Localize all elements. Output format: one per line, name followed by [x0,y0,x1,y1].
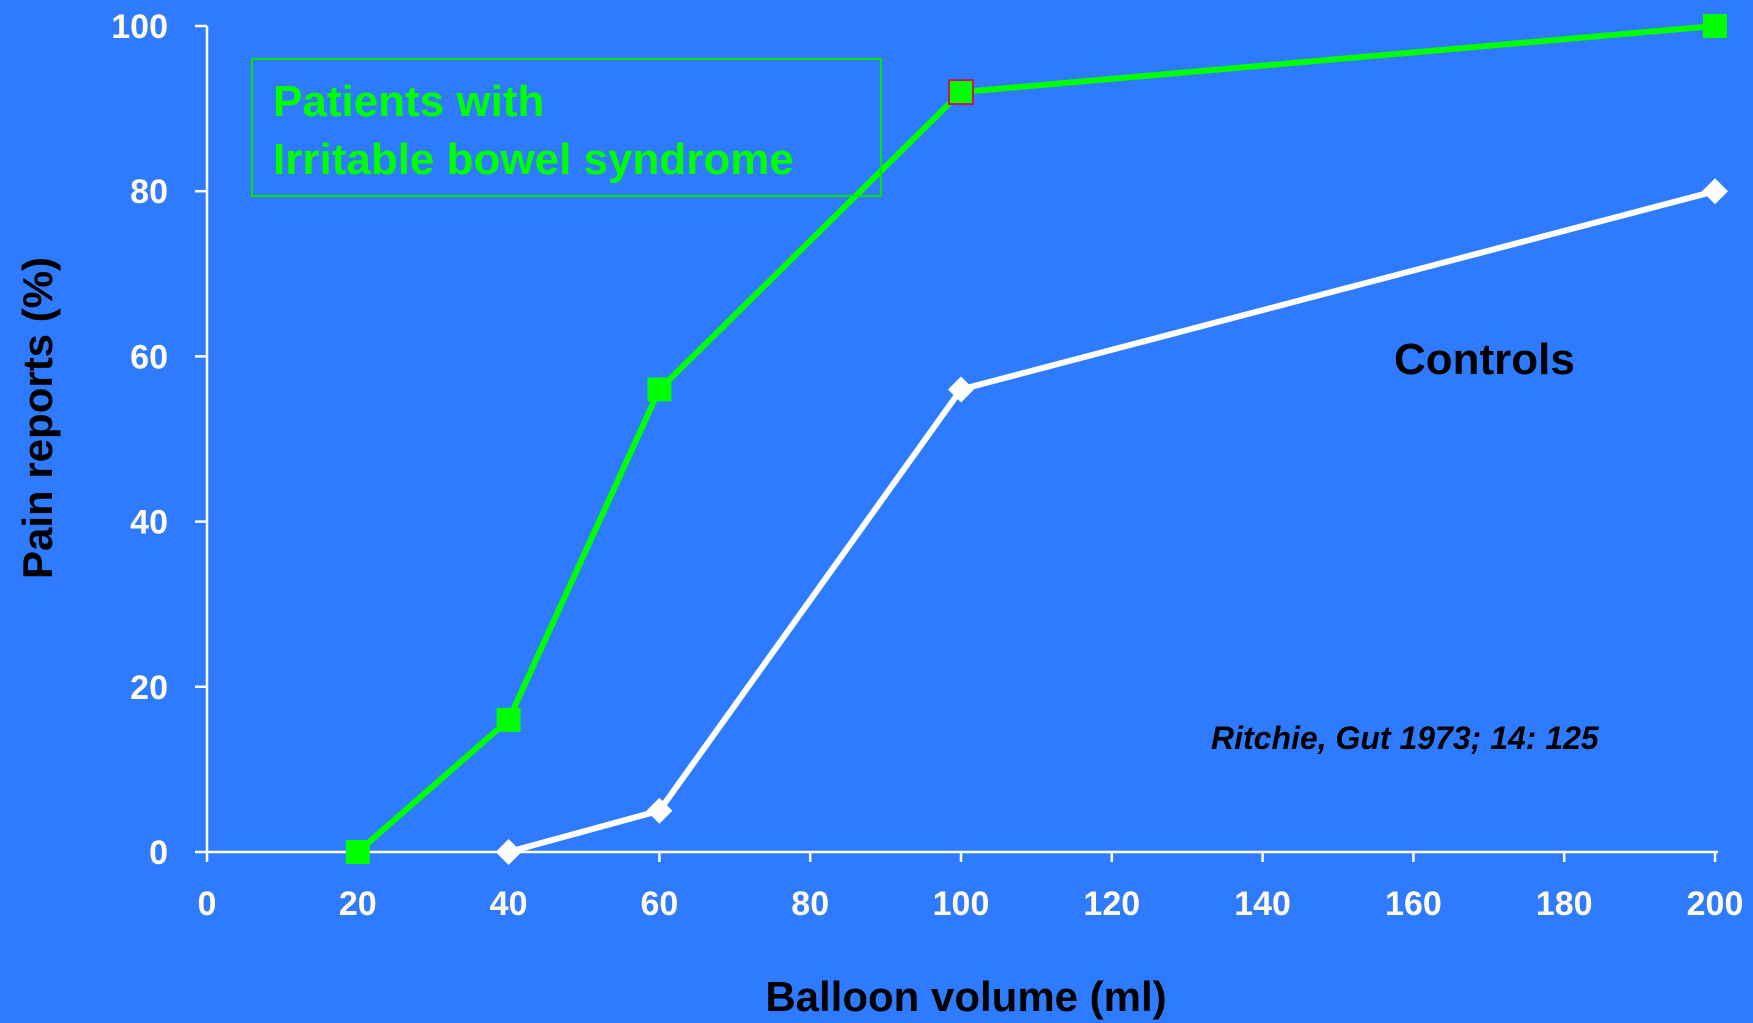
x-axis-ticks: 0 20 40 60 80 100 120 140 160 180 200 [198,852,1744,923]
controls-data-point [646,797,673,824]
ibs-series-label-line-2: Irritable bowel syndrome [273,135,794,184]
axes [205,26,1718,854]
x-tick-label: 100 [933,885,990,923]
x-tick-label: 20 [339,885,377,923]
y-tick-label: 20 [130,669,168,707]
x-tick-label: 80 [791,885,829,923]
citation: Ritchie, Gut 1973; 14: 125 [1211,720,1600,756]
ibs-data-point [647,377,672,402]
ibs-series-label-line-1: Patients with [273,77,544,126]
x-tick-label: 120 [1083,885,1140,923]
x-tick-label: 0 [198,885,217,923]
controls-data-point [495,839,522,865]
controls-series-line [507,188,1716,855]
ibs-data-point [345,840,370,864]
y-tick-label: 0 [149,834,168,872]
controls-series-label: Controls [1394,335,1575,384]
x-tick-label: 60 [640,885,678,923]
ibs-data-point [948,79,974,106]
x-tick-label: 40 [490,885,528,923]
controls-data-point [948,376,974,403]
y-tick-label: 100 [111,8,168,46]
ibs-data-point [1703,14,1727,38]
x-tick-label: 140 [1234,885,1291,923]
y-tick-label: 80 [130,173,168,211]
ibs-legend-box [251,58,882,197]
ibs-data-point [496,707,521,732]
y-tick-label: 60 [130,338,168,376]
controls-data-point [1702,178,1728,205]
x-tick-label: 200 [1687,885,1744,923]
x-axis-title: Balloon volume (ml) [765,973,1166,1020]
x-tick-label: 180 [1536,885,1593,923]
y-axis-ticks: 0 20 40 60 80 100 [111,8,207,872]
x-tick-label: 160 [1385,885,1442,923]
y-tick-label: 40 [130,504,168,542]
series-layer [345,14,1728,865]
y-axis-title: Pain reports (%) [14,257,61,579]
